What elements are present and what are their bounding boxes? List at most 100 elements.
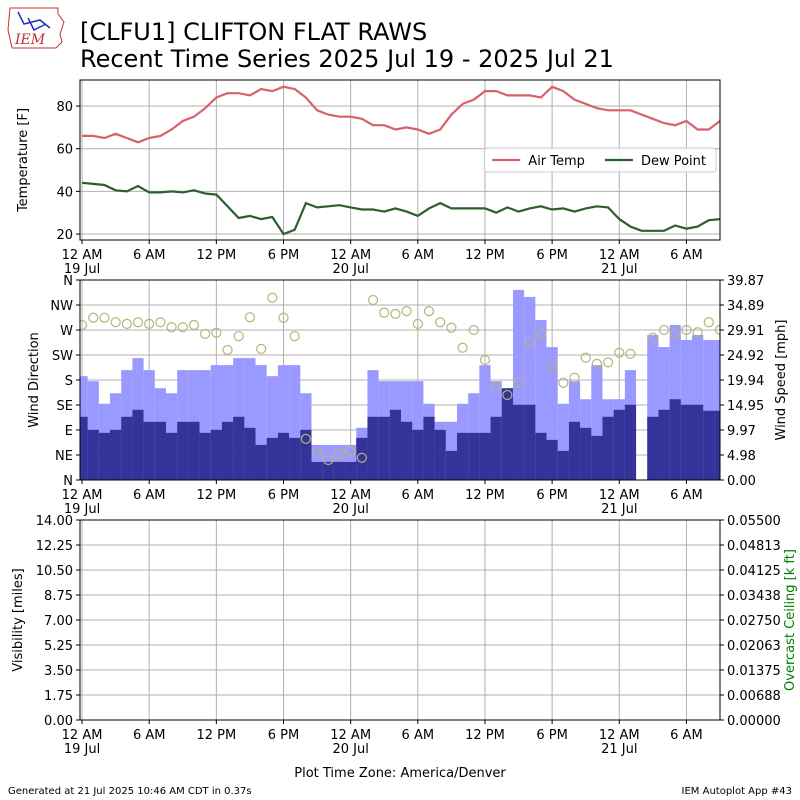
bar (714, 340, 720, 480)
bar (501, 388, 513, 480)
point (233, 331, 244, 342)
x-tick-label: 6 AM (133, 488, 166, 503)
point (267, 292, 278, 303)
point (569, 372, 580, 383)
y2-tick-label: 14.95 (727, 399, 764, 414)
y-tick-label: NE (55, 449, 73, 464)
bar (669, 399, 681, 480)
y2-tick-label: 9.97 (727, 424, 756, 439)
bar (221, 421, 234, 480)
legend-label: Dew Point (641, 154, 706, 169)
y2-tick-label: 0.04125 (727, 564, 781, 579)
y2-tick-label: 0.05500 (727, 514, 781, 529)
bar (132, 409, 144, 480)
point (110, 317, 121, 328)
y-tick-label: 40 (56, 185, 73, 200)
y-tick-label: 10.50 (36, 564, 73, 579)
bar (98, 432, 111, 480)
bar (333, 461, 346, 480)
bar (524, 404, 536, 480)
point (390, 308, 401, 319)
x-tick-label: 12 AM 21 Jul (599, 728, 640, 757)
bar (624, 404, 637, 480)
bar (524, 296, 536, 480)
bar (580, 427, 592, 480)
point (300, 433, 311, 444)
point (547, 362, 558, 373)
point (502, 389, 513, 401)
point (681, 324, 692, 336)
point (670, 328, 681, 339)
x-tick-label: 12 AM 19 Jul (62, 728, 103, 757)
bar (378, 416, 390, 480)
x-tick-label: 6 AM (402, 248, 435, 263)
bar (277, 432, 290, 480)
x-tick-label: 6 PM (536, 248, 567, 263)
point (524, 337, 535, 348)
point (457, 342, 468, 353)
plot-area (80, 289, 720, 480)
bar (233, 416, 245, 480)
point (412, 318, 423, 329)
bar (289, 365, 301, 480)
y2-tick-label: 0.00000 (727, 714, 781, 729)
point (513, 377, 524, 388)
legend-box (483, 147, 717, 173)
bar (568, 421, 581, 480)
x-tick-label: 12 PM (465, 728, 505, 743)
bar (110, 429, 122, 480)
bar (244, 427, 256, 480)
bar (546, 347, 558, 480)
y2-tick-label: 0.02063 (727, 639, 781, 654)
y-tick-label: W (60, 324, 73, 339)
bar (80, 416, 88, 480)
bar (199, 432, 211, 480)
y-axis-label: Wind Direction (27, 332, 42, 428)
bar (479, 432, 491, 480)
point (222, 344, 233, 356)
bar (613, 409, 625, 480)
bar (490, 416, 502, 480)
footer-right: IEM Autoplot App #43 (682, 786, 792, 797)
bar (143, 421, 155, 480)
y-tick-label: 14.00 (36, 514, 73, 529)
x-tick-label: 12 PM (196, 728, 236, 743)
bar (535, 432, 547, 480)
series-line (81, 181, 720, 236)
y-tick-label: 0.00 (44, 714, 73, 729)
y-tick-label: 8.75 (44, 589, 73, 604)
point (323, 454, 334, 466)
y-tick-label: 7.00 (44, 614, 73, 629)
x-tick-label: 12 AM 19 Jul (62, 488, 103, 517)
point (80, 319, 88, 331)
point (401, 306, 412, 317)
bar (703, 410, 715, 480)
point (244, 312, 256, 323)
bar (188, 421, 200, 480)
bar (177, 421, 189, 480)
bar (479, 365, 491, 480)
y-tick-label: 12.25 (36, 539, 73, 554)
x-tick-label: 12 AM 21 Jul (599, 488, 640, 517)
bar (165, 432, 178, 480)
x-tick-label: 12 PM (465, 248, 505, 263)
point (177, 322, 188, 333)
bar (423, 416, 435, 480)
bar (210, 365, 222, 480)
x-tick-label: 12 PM (196, 248, 236, 263)
point (121, 318, 132, 329)
y-tick-label: 20 (56, 228, 73, 243)
point (88, 312, 99, 323)
series-line (82, 85, 720, 144)
x-tick-label: 12 AM 20 Jul (330, 488, 371, 517)
bar (345, 461, 357, 480)
point (211, 327, 222, 338)
point (625, 348, 636, 359)
point (278, 312, 289, 323)
bar (210, 429, 222, 480)
point (166, 322, 177, 333)
point (692, 327, 703, 338)
bar (445, 450, 457, 480)
bar (311, 461, 323, 480)
